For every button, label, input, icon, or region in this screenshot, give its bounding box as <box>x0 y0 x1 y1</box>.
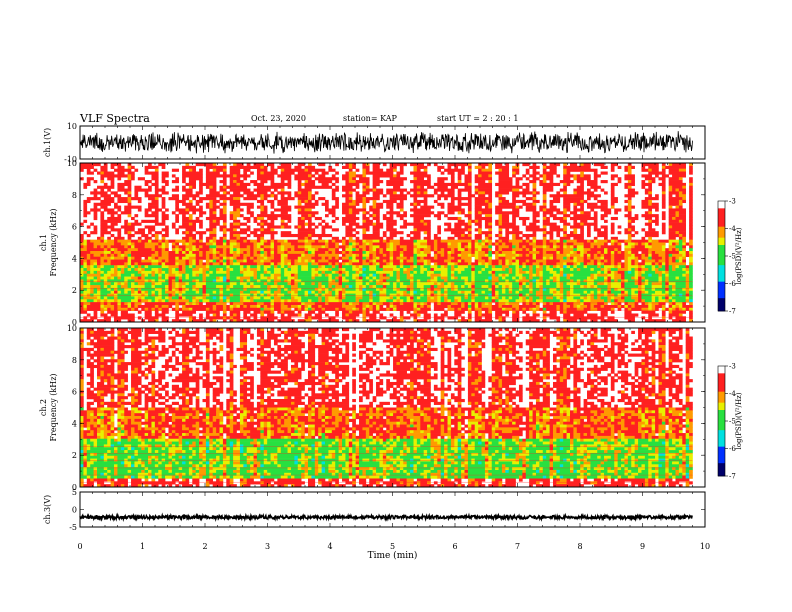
axes-ch3-waveform: 5 0 -5 ch.3(V) 0 1 2 3 4 5 6 7 8 9 10 Time (min) <box>43 488 710 561</box>
y-axis-label: Frequency (kHz) <box>49 208 58 276</box>
y-tick-label: 2 <box>72 286 77 295</box>
y-tick-label: 2 <box>72 451 77 460</box>
colorbar-tick-label: -3 <box>729 198 736 206</box>
y-tick-label: 8 <box>72 191 77 200</box>
y-tick-label: 5 <box>72 488 77 497</box>
y-axis-label: ch.3(V) <box>43 495 52 524</box>
colorbar-tick-label: -6 <box>729 280 736 288</box>
x-tick-label: 3 <box>265 542 270 551</box>
colorbar-label: log(PSD)(V²/Hz) <box>735 227 743 284</box>
spectrogram-image <box>80 328 693 488</box>
x-tick-label: 2 <box>202 542 207 551</box>
colorbar-tick-label: -6 <box>729 445 736 453</box>
y-axis-label: ch.1(V) <box>43 128 52 157</box>
y-tick-label: 0 <box>72 506 77 515</box>
x-tick-label: 7 <box>515 542 520 551</box>
y-tick-label: 6 <box>72 388 77 397</box>
x-tick-label: 8 <box>577 542 582 551</box>
colorbar-tick-label: -7 <box>729 308 736 316</box>
colorbar-tick-label: -7 <box>729 473 736 481</box>
x-axis-label: Time (min) <box>368 550 418 561</box>
start-time-label: start UT = 2 : 20 : 1 <box>437 114 519 123</box>
y-tick-label: 0 <box>72 318 77 327</box>
axes-ch1-spectrogram: 0 2 4 6 8 10 ch.1 Frequency (kHz) <box>39 159 706 327</box>
y-tick-label: 4 <box>72 419 77 428</box>
waveform-trace <box>79 131 693 154</box>
y-tick-label: 10 <box>67 122 77 131</box>
x-tick-label: 10 <box>700 542 710 551</box>
y-axis-label: ch.2 <box>39 399 48 416</box>
axes-ch1-waveform: 10 -10 ch.1(V) <box>43 122 706 164</box>
colorbar-ch2: -3 -4 -5 -6 -7 log(PSD)(V²/Hz) <box>717 363 743 481</box>
y-axis-label: ch.1 <box>39 234 48 251</box>
y-tick-label: 0 <box>72 483 77 492</box>
y-tick-label: -5 <box>69 523 77 532</box>
colorbar-tick-label: -5 <box>729 253 736 261</box>
date-label: Oct. 23, 2020 <box>251 114 306 123</box>
y-axis-label: Frequency (kHz) <box>49 373 58 441</box>
x-tick-label: 5 <box>390 542 395 551</box>
y-tick-label: 10 <box>67 324 77 333</box>
x-tick-label: 1 <box>140 542 145 551</box>
y-tick-label: -10 <box>64 155 77 164</box>
x-tick-label: 4 <box>327 542 332 551</box>
colorbar-tick-label: -5 <box>729 418 736 426</box>
x-tick-label: 0 <box>77 542 82 551</box>
colorbar-ch1: -3 -4 -5 -6 -7 log(PSD)(V²/Hz) <box>717 198 743 316</box>
y-tick-label: 4 <box>72 254 77 263</box>
figure-title: VLF Spectra <box>80 112 150 125</box>
y-tick-label: 10 <box>67 159 77 168</box>
colorbar-tick-label: -4 <box>729 225 736 233</box>
station-label: station= KAP <box>343 114 397 123</box>
spectrogram-image <box>80 163 693 323</box>
colorbar-label: log(PSD)(V²/Hz) <box>735 392 743 449</box>
waveform-trace <box>79 512 693 523</box>
x-tick-label: 9 <box>640 542 645 551</box>
colorbar-tick-label: -4 <box>729 390 736 398</box>
y-tick-label: 6 <box>72 223 77 232</box>
y-tick-label: 8 <box>72 356 77 365</box>
colorbar-tick-label: -3 <box>729 363 736 371</box>
x-tick-label: 6 <box>452 542 457 551</box>
axes-ch2-spectrogram: 0 2 4 6 8 10 ch.2 Frequency (kHz) <box>39 324 706 492</box>
